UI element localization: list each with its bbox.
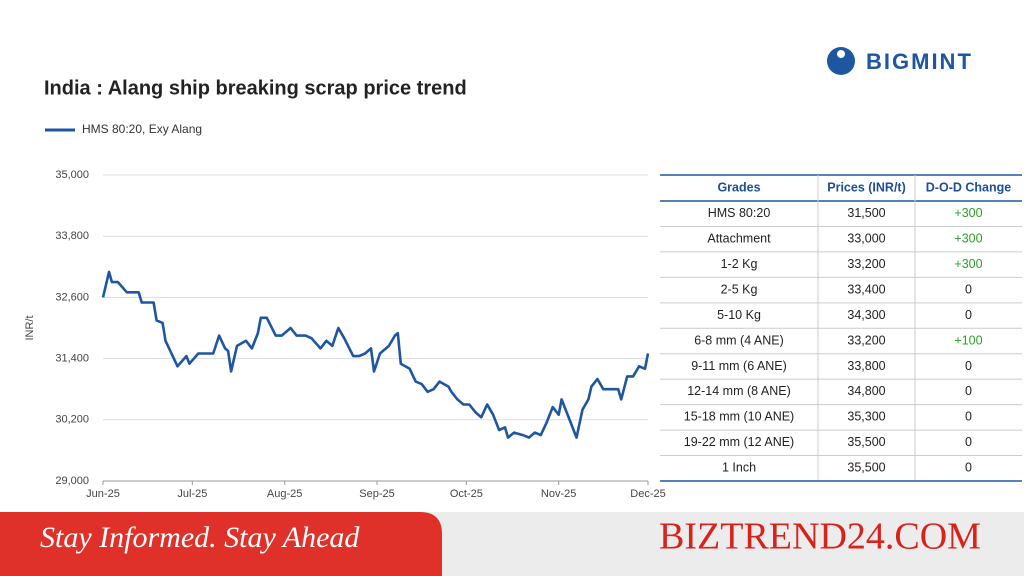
logo-icon-dot — [837, 50, 845, 58]
table-cell: 1 Inch — [722, 461, 756, 475]
table-cell: 33,200 — [847, 257, 885, 271]
x-tick-label: Nov-25 — [541, 488, 576, 500]
table-cell: 33,200 — [847, 333, 885, 347]
table-cell: 34,800 — [847, 384, 885, 398]
table-cell: 34,300 — [847, 308, 885, 322]
table-cell: 15-18 mm (10 ANE) — [684, 410, 794, 424]
y-tick-label: 33,800 — [55, 230, 89, 242]
y-tick-label: 32,600 — [55, 291, 89, 303]
table-cell: +300 — [954, 257, 982, 271]
price-line — [101, 270, 650, 439]
table-cell: 33,000 — [847, 231, 885, 245]
table-cell: 0 — [965, 410, 972, 424]
table-cell: 1-2 Kg — [721, 257, 758, 271]
y-tick-label: 29,000 — [55, 475, 89, 487]
table-cell: 33,400 — [847, 282, 885, 296]
table-cell: 0 — [965, 282, 972, 296]
table-cell: 2-5 Kg — [721, 282, 758, 296]
y-tick-label: 35,000 — [55, 169, 89, 181]
x-tick-label: Dec-25 — [630, 488, 665, 500]
x-tick-label: Jul-25 — [177, 488, 207, 500]
slogan: Stay Informed. Stay Ahead — [40, 521, 360, 554]
site-name: BIZTREND24.COM — [659, 516, 981, 558]
y-tick-label: 31,400 — [55, 353, 89, 365]
table-cell: 0 — [965, 384, 972, 398]
x-tick-label: Sep-25 — [359, 488, 394, 500]
banner-red — [0, 512, 442, 576]
x-tick-label: Jun-25 — [86, 488, 120, 500]
chart-title: India : Alang ship breaking scrap price … — [44, 77, 467, 99]
table-cell: 35,500 — [847, 461, 885, 475]
table-cell: 0 — [965, 308, 972, 322]
table-cell: 9-11 mm (6 ANE) — [691, 359, 787, 373]
logo: BIGMINT — [866, 49, 973, 74]
table-cell: 6-8 mm (4 ANE) — [694, 333, 784, 347]
table-header: Prices (INR/t) — [827, 180, 906, 194]
x-tick-label: Aug-25 — [267, 488, 302, 500]
table-cell: 35,500 — [847, 435, 885, 449]
table-cell: 5-10 Kg — [717, 308, 761, 322]
table-header: D-O-D Change — [926, 180, 1011, 194]
y-axis-label: INR/t — [24, 315, 36, 340]
table-cell: 12-14 mm (8 ANE) — [687, 384, 791, 398]
y-tick-label: 30,200 — [55, 414, 89, 426]
table-cell: 35,300 — [847, 410, 885, 424]
table-cell: HMS 80:20 — [708, 206, 771, 220]
logo-icon — [827, 47, 855, 75]
table-cell: 31,500 — [847, 206, 885, 220]
table-cell: 19-22 mm (12 ANE) — [684, 435, 794, 449]
table-cell: 0 — [965, 435, 972, 449]
table-cell: +100 — [954, 333, 982, 347]
legend-label: HMS 80:20, Exy Alang — [82, 122, 202, 136]
table-cell: Attachment — [707, 231, 771, 245]
x-tick-label: Oct-25 — [450, 488, 483, 500]
table-cell: +300 — [954, 231, 982, 245]
table-cell: +300 — [954, 206, 982, 220]
table-cell: 0 — [965, 359, 972, 373]
table-header: Grades — [717, 180, 760, 194]
table-cell: 33,800 — [847, 359, 885, 373]
table-cell: 0 — [965, 461, 972, 475]
